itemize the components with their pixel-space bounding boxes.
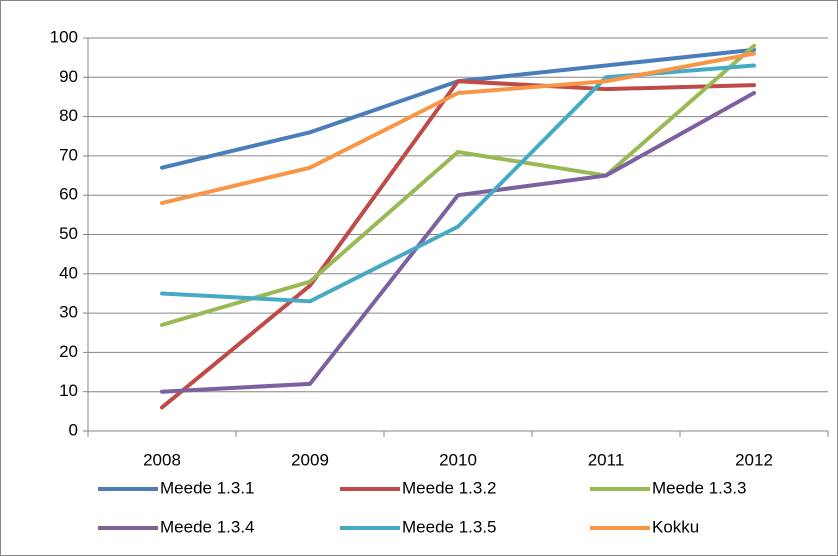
- x-tick-label: 2010: [439, 450, 477, 469]
- y-tick-label: 70: [59, 145, 78, 164]
- y-tick-label: 40: [59, 263, 78, 282]
- y-tick-label: 90: [59, 67, 78, 86]
- y-tick-label: 30: [59, 303, 78, 322]
- y-tick-label: 50: [59, 224, 78, 243]
- series-line: [160, 91, 756, 394]
- legend-label: Meede 1.3.4: [160, 517, 255, 536]
- y-tick-label: 80: [59, 106, 78, 125]
- x-tick-label: 2012: [735, 450, 773, 469]
- legend-label: Meede 1.3.2: [402, 478, 497, 497]
- series-line: [160, 79, 756, 410]
- y-tick-label: 20: [59, 342, 78, 361]
- y-tick-label: 100: [50, 27, 78, 46]
- legend-label: Meede 1.3.1: [160, 478, 255, 497]
- legend-label: Meede 1.3.5: [402, 517, 497, 536]
- legend-label: Meede 1.3.3: [652, 478, 747, 497]
- x-tick-label: 2009: [291, 450, 329, 469]
- y-tick-label: 0: [69, 420, 78, 439]
- x-tick-label: 2008: [143, 450, 181, 469]
- x-tick-label: 2011: [588, 450, 625, 469]
- series-line: [160, 43, 756, 327]
- y-tick-label: 10: [59, 381, 78, 400]
- series-line: [160, 51, 756, 206]
- legend-label: Kokku: [652, 517, 699, 536]
- y-tick-label: 60: [59, 185, 78, 204]
